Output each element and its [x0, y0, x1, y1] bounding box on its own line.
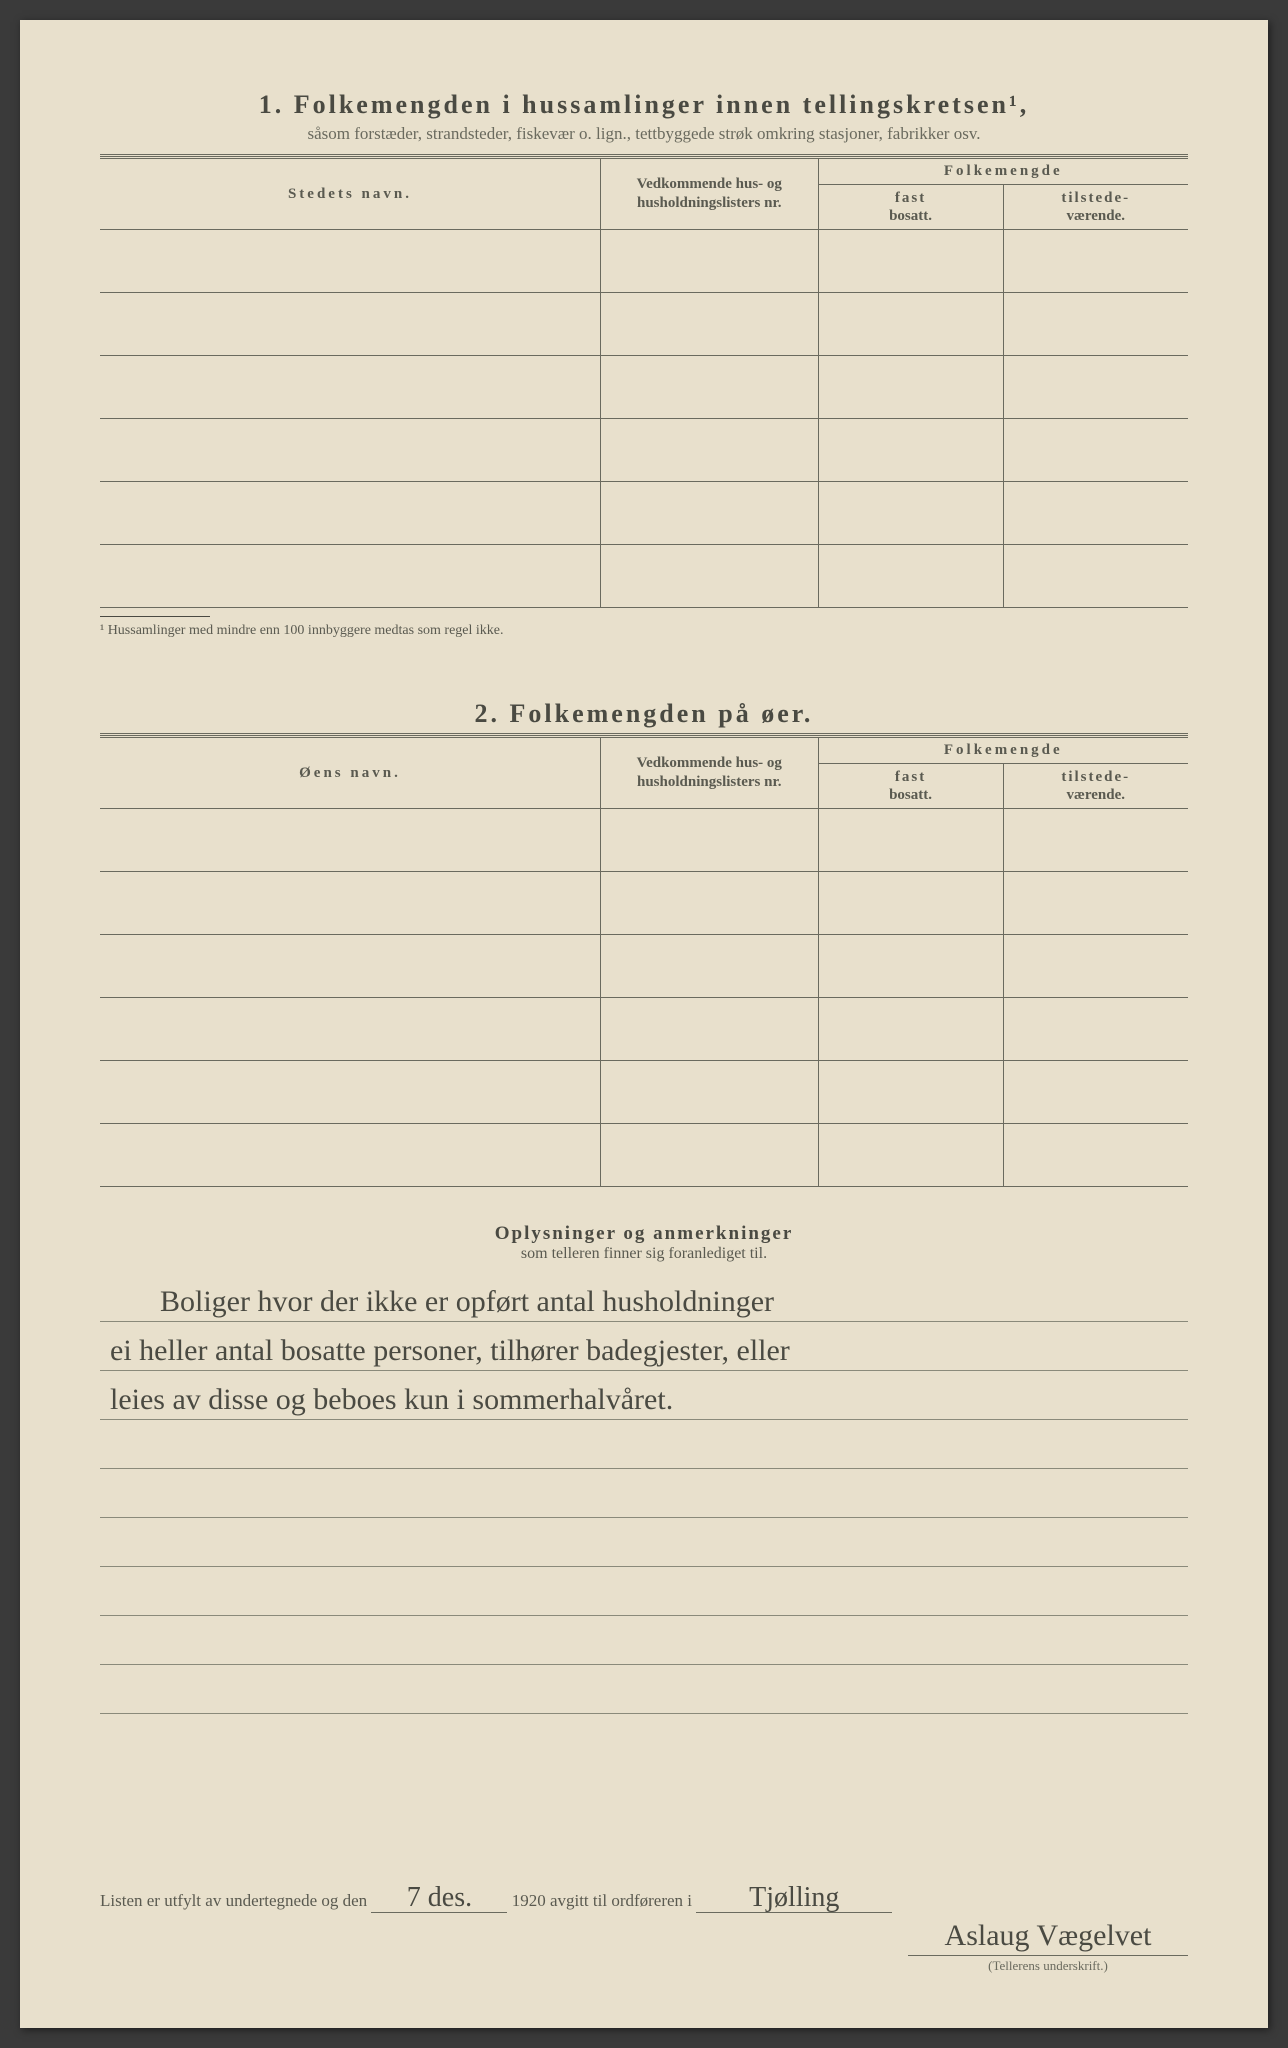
section-1-title: 1. Folkemengden i hussamlinger innen tel…: [100, 90, 1188, 120]
ruled-line: [100, 1616, 1188, 1665]
table-row: [100, 482, 1188, 545]
ruled-line: leies av disse og beboes kun i sommerhal…: [100, 1371, 1188, 1420]
handwritten-remark: ei heller antal bosatte personer, tilhør…: [110, 1334, 1178, 1368]
section-1-subtitle: såsom forstæder, strandsteder, fiskevær …: [100, 124, 1188, 144]
col-header-ref: Vedkommende hus- og husholdningslisters …: [600, 159, 818, 230]
col-header-tilstede: tilstede- værende.: [1003, 185, 1188, 230]
ruled-line: [100, 1420, 1188, 1469]
handwritten-remark: leies av disse og beboes kun i sommerhal…: [110, 1383, 1178, 1417]
ruled-line: Boliger hvor der ikke er opført antal hu…: [100, 1273, 1188, 1322]
section-1-title-text: Folkemengden i hussamlinger innen tellin…: [294, 90, 1030, 119]
table-row: [100, 872, 1188, 935]
section-2-rule: [100, 733, 1188, 738]
section-2-title-text: Folkemengden på øer.: [510, 699, 814, 728]
fast-sub: bosatt.: [889, 208, 932, 224]
remarks-section: Oplysninger og anmerkninger som telleren…: [100, 1223, 1188, 1714]
col-header-population: Folkemengde: [818, 159, 1188, 185]
section-2-table: Øens navn. Vedkommende hus- og husholdni…: [100, 738, 1188, 1187]
remarks-ruled-area: Boliger hvor der ikke er opført antal hu…: [100, 1273, 1188, 1714]
ruled-line: ei heller antal bosatte personer, tilhør…: [100, 1322, 1188, 1371]
table-row: [100, 356, 1188, 419]
table-row: [100, 935, 1188, 998]
remarks-title: Oplysninger og anmerkninger: [100, 1223, 1188, 1245]
signature-caption: (Tellerens underskrift.): [908, 1958, 1188, 1974]
ruled-line: [100, 1469, 1188, 1518]
section-1-footnote: ¹ Hussamlinger med mindre enn 100 innbyg…: [100, 623, 1188, 639]
col-header-place-name: Stedets navn.: [100, 159, 600, 230]
ruled-line: [100, 1567, 1188, 1616]
footer-line: Listen er utfylt av undertegnede og den …: [100, 1884, 1188, 1924]
section-2-title: 2. Folkemengden på øer.: [100, 699, 1188, 729]
footer-year: 1920: [512, 1891, 546, 1911]
ruled-line: [100, 1665, 1188, 1714]
table-row: [100, 1061, 1188, 1124]
fast-bold-2: fast: [895, 769, 926, 785]
table-row: [100, 230, 1188, 293]
signature-area: Aslaug Vægelvet (Tellerens underskrift.): [908, 1919, 1188, 1974]
table-row: [100, 809, 1188, 872]
fast-sub-2: bosatt.: [889, 787, 932, 803]
footer-date-handwritten: 7 des.: [371, 1884, 507, 1913]
table-row: [100, 998, 1188, 1061]
table-row: [100, 293, 1188, 356]
table-row: [100, 545, 1188, 608]
section-2: 2. Folkemengden på øer. Øens navn. Vedko…: [100, 699, 1188, 1187]
section-1: 1. Folkemengden i hussamlinger innen tel…: [100, 90, 1188, 639]
section-1-table: Stedets navn. Vedkommende hus- og hushol…: [100, 159, 1188, 608]
col-header-population-2: Folkemengde: [818, 738, 1188, 764]
tilstede-bold: tilstede-: [1061, 190, 1130, 206]
ruled-line: [100, 1518, 1188, 1567]
col-header-fast: fast bosatt.: [818, 185, 1003, 230]
tilstede-sub: værende.: [1067, 208, 1125, 224]
col-header-ref-2: Vedkommende hus- og husholdningslisters …: [600, 738, 818, 809]
enumerator-signature: Aslaug Vægelvet: [908, 1919, 1188, 1956]
table-row: [100, 1124, 1188, 1187]
section-2-number: 2.: [475, 699, 501, 728]
tilstede-sub-2: værende.: [1067, 787, 1125, 803]
col-header-island-name: Øens navn.: [100, 738, 600, 809]
handwritten-remark: Boliger hvor der ikke er opført antal hu…: [160, 1285, 1178, 1319]
footer-middle: avgitt til ordføreren i: [550, 1891, 692, 1911]
fast-bold: fast: [895, 190, 926, 206]
section-1-number: 1.: [259, 90, 285, 119]
section-1-rule: [100, 154, 1188, 159]
footer-prefix: Listen er utfylt av undertegnede og den: [100, 1891, 367, 1911]
census-form-page: 1. Folkemengden i hussamlinger innen tel…: [20, 20, 1268, 2028]
table-row: [100, 419, 1188, 482]
footer-place-handwritten: Tjølling: [696, 1884, 892, 1913]
col-header-tilstede-2: tilstede- værende.: [1003, 764, 1188, 809]
remarks-subtitle: som telleren finner sig foranlediget til…: [100, 1245, 1188, 1263]
col-header-fast-2: fast bosatt.: [818, 764, 1003, 809]
tilstede-bold-2: tilstede-: [1061, 769, 1130, 785]
footnote-rule: [100, 616, 210, 617]
